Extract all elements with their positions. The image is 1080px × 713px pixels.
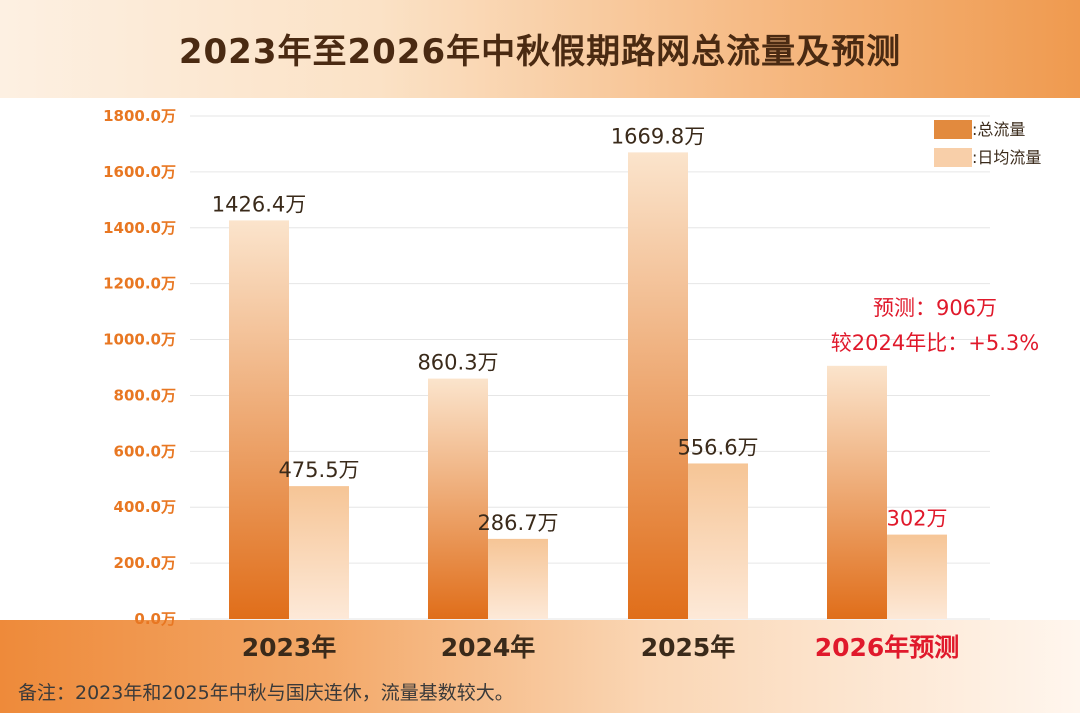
forecast-annotation: 较2024年比：+5.3% <box>831 331 1039 355</box>
bar-total-flow <box>428 378 488 619</box>
y-tick-label: 1000.0万 <box>103 331 176 349</box>
x-tick-label: 2025年 <box>641 633 736 662</box>
data-label-daily-flow: 286.7万 <box>477 511 558 535</box>
y-tick-label: 1200.0万 <box>103 275 176 293</box>
data-label-daily-flow: 475.5万 <box>278 458 359 482</box>
bar-daily-flow <box>488 538 548 619</box>
bar-total-flow <box>827 365 887 619</box>
y-tick-label: 200.0万 <box>114 554 176 572</box>
legend-label: :日均流量 <box>972 148 1041 167</box>
legend-swatch <box>934 120 972 139</box>
data-label-total-flow: 1669.8万 <box>611 124 705 148</box>
data-label-total-flow: 860.3万 <box>417 351 498 375</box>
x-tick-label: 2023年 <box>242 633 337 662</box>
bar-total-flow <box>628 152 688 619</box>
data-label-total-flow: 1426.4万 <box>212 192 306 216</box>
y-tick-label: 1400.0万 <box>103 219 176 237</box>
bar-daily-flow <box>688 463 748 619</box>
x-tick-label: 2026年预测 <box>815 633 960 662</box>
bottom-band <box>0 620 1080 713</box>
chart-title: 2023年至2026年中秋假期路网总流量及预测 <box>178 32 902 72</box>
y-tick-label: 400.0万 <box>114 498 176 516</box>
bar-daily-flow <box>887 534 947 619</box>
y-tick-label: 1600.0万 <box>103 163 176 181</box>
bar-daily-flow <box>289 486 349 619</box>
y-tick-label: 0.0万 <box>134 610 176 628</box>
forecast-annotation: 预测：906万 <box>873 296 997 320</box>
legend-swatch <box>934 148 972 167</box>
data-label-daily-flow: 302万 <box>886 507 947 531</box>
x-tick-label: 2024年 <box>441 633 536 662</box>
y-tick-label: 600.0万 <box>114 442 176 460</box>
y-tick-label: 1800.0万 <box>103 107 176 125</box>
legend-label: :总流量 <box>972 120 1025 139</box>
footnote: 备注：2023年和2025年中秋与国庆连休，流量基数较大。 <box>18 682 514 704</box>
bar-total-flow <box>229 220 289 619</box>
title-band <box>0 0 1080 98</box>
y-tick-label: 800.0万 <box>114 386 176 404</box>
data-label-daily-flow: 556.6万 <box>677 435 758 459</box>
